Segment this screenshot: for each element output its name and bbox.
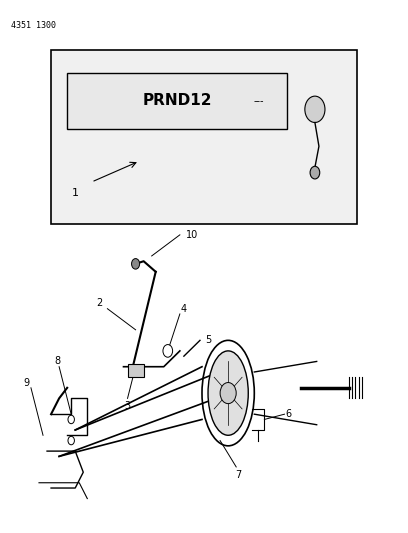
Circle shape [220,383,236,403]
Text: PRND12: PRND12 [142,93,212,108]
Text: 4351 1300: 4351 1300 [11,21,56,30]
Text: 8: 8 [54,357,60,367]
Text: 9: 9 [24,377,30,387]
Text: 4: 4 [181,304,187,314]
Circle shape [310,166,320,179]
Text: 10: 10 [186,230,198,240]
Text: ---: --- [253,96,264,106]
Circle shape [131,259,140,269]
Bar [51,50,357,224]
Circle shape [305,96,325,123]
Text: 1: 1 [72,188,79,198]
Circle shape [163,344,173,357]
Circle shape [68,415,74,424]
Text: 2: 2 [96,298,102,309]
Text: 5: 5 [205,335,211,345]
Text: 6: 6 [286,409,292,419]
Bar [128,364,144,377]
Ellipse shape [208,351,248,435]
Bar [67,73,287,128]
Circle shape [68,437,74,445]
Text: 7: 7 [235,470,242,480]
Text: 3: 3 [124,401,131,411]
